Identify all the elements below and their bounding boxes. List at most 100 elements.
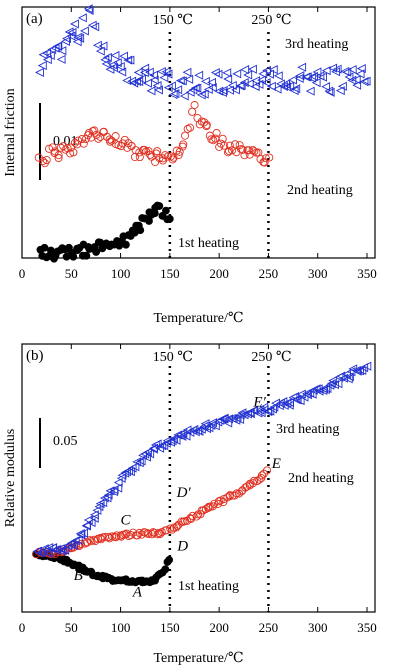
data-point [268,65,278,75]
data-point [142,452,151,462]
x-tick-label: 150 [160,266,180,281]
data-point [149,75,159,85]
data-point [137,74,146,84]
data-point [112,531,121,540]
data-point [53,41,63,51]
data-point [109,63,118,73]
data-point [273,71,283,81]
data-point [274,401,284,411]
x-axis-label: Temperature/℃ [153,651,243,666]
data-point [297,62,307,72]
data-point [153,147,162,156]
data-point [223,74,233,84]
x-tick-label: 150 [160,620,180,635]
data-point [218,134,227,143]
data-point [165,214,174,223]
x-tick-label: 50 [65,620,78,635]
data-point [253,476,262,486]
data-point [257,471,267,480]
data-point [105,534,114,543]
data-point [174,520,183,529]
data-point [85,536,95,545]
data-point [235,414,245,425]
series-3rd-heating [35,4,371,101]
data-point [342,67,352,77]
data-point [235,141,244,150]
data-point [271,398,280,408]
data-point [99,493,109,503]
data-point [182,67,192,77]
data-point [95,46,105,56]
data-point [42,155,51,165]
plot-frame-1 [21,6,376,259]
x-tick-label: 200 [209,620,229,635]
data-point [220,141,229,150]
data-point [106,137,115,146]
data-point [179,91,189,101]
data-point [255,405,265,415]
data-point [140,145,149,154]
data-point [167,436,177,446]
data-point [69,541,78,551]
data-point [133,67,143,77]
data-point [92,248,101,256]
data-point [165,555,174,564]
reference-line-label: 250 ℃ [251,13,291,28]
data-point [265,153,274,162]
data-point [77,13,87,23]
data-point [227,80,237,90]
data-point [123,55,133,65]
data-point [330,380,339,390]
data-point [231,85,240,95]
x-tick-label: 50 [65,266,78,281]
data-point [312,67,322,77]
data-point [67,27,77,37]
data-point [337,81,347,91]
plot-frame-2 [21,343,376,613]
data-point [230,491,239,500]
data-point [102,52,112,62]
data-point [173,521,182,530]
data-point [103,490,113,500]
data-point [265,69,274,79]
data-point [213,417,223,427]
data-point [335,86,345,96]
data-point [328,376,338,386]
data-point [192,83,202,93]
data-point [92,505,102,515]
data-point [269,402,279,412]
data-point [70,536,80,546]
x-tick-label: 250 [259,266,279,281]
data-point [90,22,100,32]
data-point [239,77,249,88]
data-point [145,449,155,459]
data-point [70,19,79,29]
series-2nd-heating [34,101,274,168]
data-point [325,380,335,390]
data-point [154,85,163,95]
data-point [121,530,130,539]
data-point [192,512,201,521]
data-point [173,85,183,95]
data-point [236,80,246,90]
data-point [159,73,169,83]
data-point [214,497,223,506]
data-point [144,67,154,77]
data-point [174,150,183,159]
data-point [135,153,144,162]
data-point [152,81,162,91]
data-point [314,386,324,396]
data-point [101,59,111,69]
point-annotation: B [74,568,83,584]
data-point [136,226,145,235]
data-point [111,132,120,141]
data-point [295,396,305,406]
data-point [126,531,135,540]
data-point [36,547,46,557]
data-point [127,141,136,151]
data-point [83,4,93,14]
data-point [307,389,317,399]
data-point [135,528,144,538]
data-point [42,55,52,65]
data-point [351,75,361,85]
